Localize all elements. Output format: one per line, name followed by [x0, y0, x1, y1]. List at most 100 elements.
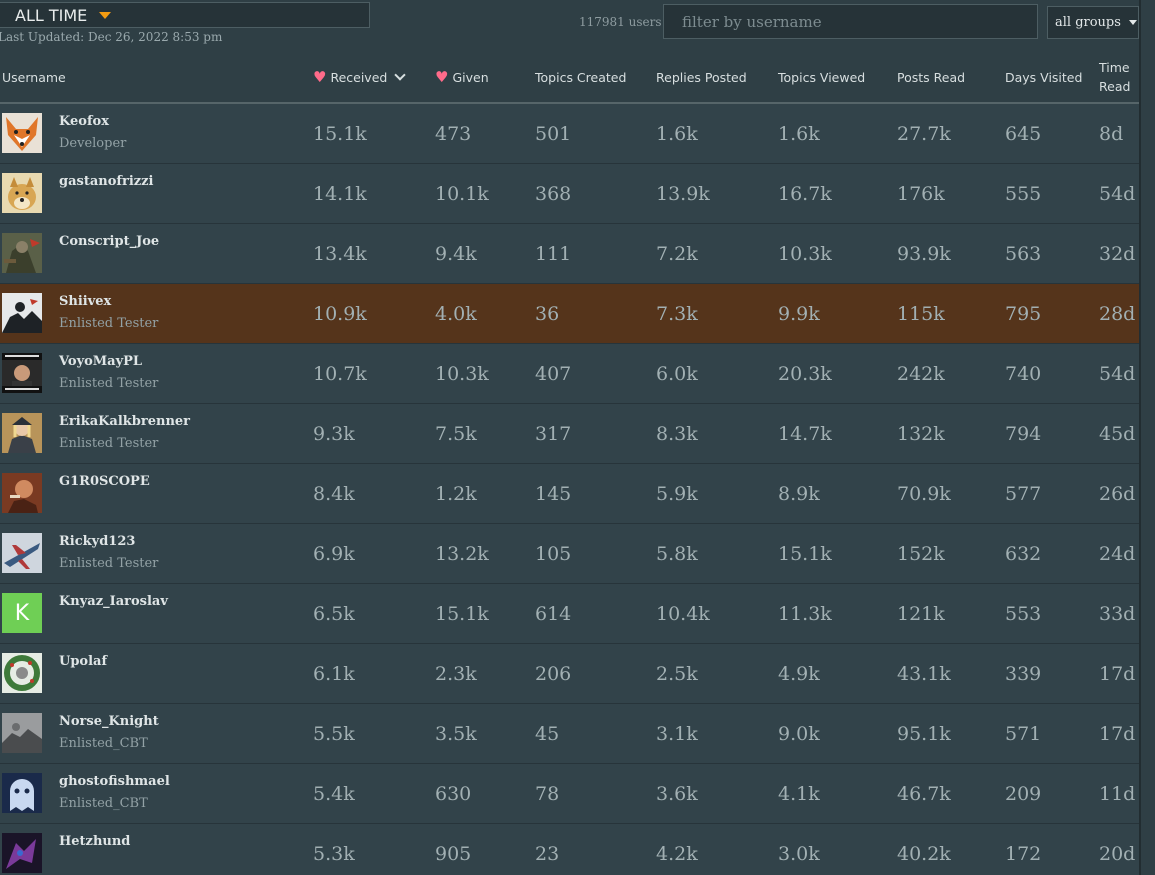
cell-replies-posted: 6.0k — [656, 363, 698, 385]
cell-replies-posted: 4.2k — [656, 843, 698, 865]
table-row[interactable]: ErikaKalkbrenner Enlisted Tester 9.3k 7.5k 3… — [0, 404, 1139, 464]
cell-given: 15.1k — [435, 603, 489, 625]
cell-received: 6.9k — [313, 543, 355, 565]
table-row[interactable]: gastanofrizzi 14.1k 10.1k 368 13.9k 16.7k 176k… — [0, 164, 1139, 224]
username-link[interactable]: G1R0SCOPE — [59, 474, 150, 489]
table-row[interactable]: Hetzhund 5.3k 905 23 4.2k 3.0k 40.2k 172 20d — [0, 824, 1139, 875]
leaderboard-table-body: Keofox Developer 15.1k 473 501 1.6k 1.6k 27.7k 6… — [0, 104, 1139, 875]
column-header-posts-read[interactable]: Posts Read — [897, 52, 965, 102]
period-dropdown[interactable]: ALL TIME — [0, 2, 370, 28]
cell-topics-created: 105 — [535, 543, 572, 565]
username-filter-input[interactable] — [663, 4, 1038, 39]
table-row[interactable]: Upolaf 6.1k 2.3k 206 2.5k 4.9k 43.1k 339 17d — [0, 644, 1139, 704]
cell-topics-viewed: 16.7k — [778, 183, 832, 205]
cell-topics-created: 78 — [535, 783, 560, 805]
cell-topics-viewed: 4.9k — [778, 663, 820, 685]
cell-days-visited: 794 — [1005, 423, 1042, 445]
cell-posts-read: 27.7k — [897, 123, 951, 145]
cell-time-read: 11d — [1099, 783, 1136, 805]
column-header-topics-viewed[interactable]: Topics Viewed — [778, 52, 865, 102]
cell-posts-read: 152k — [897, 543, 945, 565]
avatar[interactable] — [2, 773, 42, 813]
table-row[interactable]: K Knyaz_Iaroslav 6.5k 15.1k 614 10.4k 11.3k 121… — [0, 584, 1139, 644]
avatar[interactable]: K — [2, 593, 42, 633]
cell-received: 8.4k — [313, 483, 355, 505]
username-link[interactable]: VoyoMayPL — [59, 354, 143, 369]
table-row[interactable]: Shiivex Enlisted Tester 10.9k 4.0k 36 7.3k 9.9… — [0, 284, 1139, 344]
user-title: Enlisted Tester — [59, 436, 159, 451]
column-header-days-visited[interactable]: Days Visited — [1005, 52, 1082, 102]
avatar[interactable] — [2, 533, 42, 573]
username-link[interactable]: Knyaz_Iaroslav — [59, 594, 168, 609]
cell-received: 5.5k — [313, 723, 355, 745]
table-row[interactable]: Rickyd123 Enlisted Tester 6.9k 13.2k 105 5.8k… — [0, 524, 1139, 584]
username-link[interactable]: Shiivex — [59, 294, 112, 309]
cell-topics-viewed: 9.0k — [778, 723, 820, 745]
table-row[interactable]: Conscript_Joe 13.4k 9.4k 111 7.2k 10.3k 93.9k 5… — [0, 224, 1139, 284]
table-row[interactable]: Norse_Knight Enlisted_CBT 5.5k 3.5k 45 3.1k 9.… — [0, 704, 1139, 764]
username-link[interactable]: Upolaf — [59, 654, 108, 669]
column-header-time-read[interactable]: Time Read — [1099, 52, 1130, 102]
cell-replies-posted: 3.1k — [656, 723, 698, 745]
cell-posts-read: 95.1k — [897, 723, 951, 745]
username-link[interactable]: Keofox — [59, 114, 109, 129]
caret-down-icon — [99, 12, 112, 19]
avatar[interactable] — [2, 713, 42, 753]
column-header-given[interactable]: ♥ Given — [435, 52, 489, 102]
avatar[interactable] — [2, 833, 42, 873]
username-link[interactable]: Conscript_Joe — [59, 234, 160, 249]
avatar[interactable] — [2, 353, 42, 393]
cell-given: 10.1k — [435, 183, 489, 205]
cell-topics-viewed: 3.0k — [778, 843, 820, 865]
column-header-received[interactable]: ♥ Received — [313, 52, 406, 102]
column-header-topics-created[interactable]: Topics Created — [535, 52, 626, 102]
cell-given: 905 — [435, 843, 472, 865]
avatar[interactable] — [2, 413, 42, 453]
cell-time-read: 33d — [1099, 603, 1136, 625]
table-row[interactable]: ghostofishmael Enlisted_CBT 5.4k 630 78 3.6k 4… — [0, 764, 1139, 824]
cell-time-read: 28d — [1099, 303, 1136, 325]
column-header-label: Received — [330, 69, 388, 85]
cell-replies-posted: 8.3k — [656, 423, 698, 445]
cell-replies-posted: 5.8k — [656, 543, 698, 565]
username-link[interactable]: Norse_Knight — [59, 714, 159, 729]
cell-topics-created: 45 — [535, 723, 560, 745]
username-link[interactable]: Hetzhund — [59, 834, 131, 849]
cell-received: 13.4k — [313, 243, 367, 265]
cell-given: 3.5k — [435, 723, 477, 745]
avatar[interactable] — [2, 113, 42, 153]
cell-time-read: 54d — [1099, 363, 1136, 385]
column-header-username[interactable]: Username — [2, 52, 66, 102]
avatar[interactable] — [2, 293, 42, 333]
table-row[interactable]: Keofox Developer 15.1k 473 501 1.6k 1.6k 27.7k 6… — [0, 104, 1139, 164]
table-row[interactable]: VoyoMayPL Enlisted Tester 10.7k 10.3k 407 6.0… — [0, 344, 1139, 404]
table-row[interactable]: G1R0SCOPE 8.4k 1.2k 145 5.9k 8.9k 70.9k 577 26d — [0, 464, 1139, 524]
cell-time-read: 20d — [1099, 843, 1136, 865]
cell-received: 5.3k — [313, 843, 355, 865]
avatar[interactable] — [2, 653, 42, 693]
table-header: Username ♥ Received ♥ Given Topics Creat… — [0, 52, 1139, 104]
cell-received: 10.9k — [313, 303, 367, 325]
cell-time-read: 45d — [1099, 423, 1136, 445]
username-link[interactable]: gastanofrizzi — [59, 174, 154, 189]
username-link[interactable]: ghostofishmael — [59, 774, 170, 789]
avatar[interactable] — [2, 233, 42, 273]
username-link[interactable]: Rickyd123 — [59, 534, 136, 549]
groups-dropdown[interactable]: all groups — [1047, 6, 1139, 39]
cell-posts-read: 93.9k — [897, 243, 951, 265]
column-header-label: Read — [1099, 79, 1131, 94]
cell-given: 630 — [435, 783, 472, 805]
cell-time-read: 17d — [1099, 723, 1136, 745]
cell-days-visited: 571 — [1005, 723, 1042, 745]
cell-days-visited: 339 — [1005, 663, 1042, 685]
avatar[interactable] — [2, 473, 42, 513]
cell-replies-posted: 7.3k — [656, 303, 698, 325]
column-header-label: Topics Created — [535, 69, 627, 85]
cell-topics-viewed: 15.1k — [778, 543, 832, 565]
scrollbar-track[interactable] — [1141, 0, 1155, 875]
column-header-replies-posted[interactable]: Replies Posted — [656, 52, 747, 102]
avatar[interactable] — [2, 173, 42, 213]
username-link[interactable]: ErikaKalkbrenner — [59, 414, 191, 429]
cell-topics-created: 368 — [535, 183, 572, 205]
cell-time-read: 32d — [1099, 243, 1136, 265]
